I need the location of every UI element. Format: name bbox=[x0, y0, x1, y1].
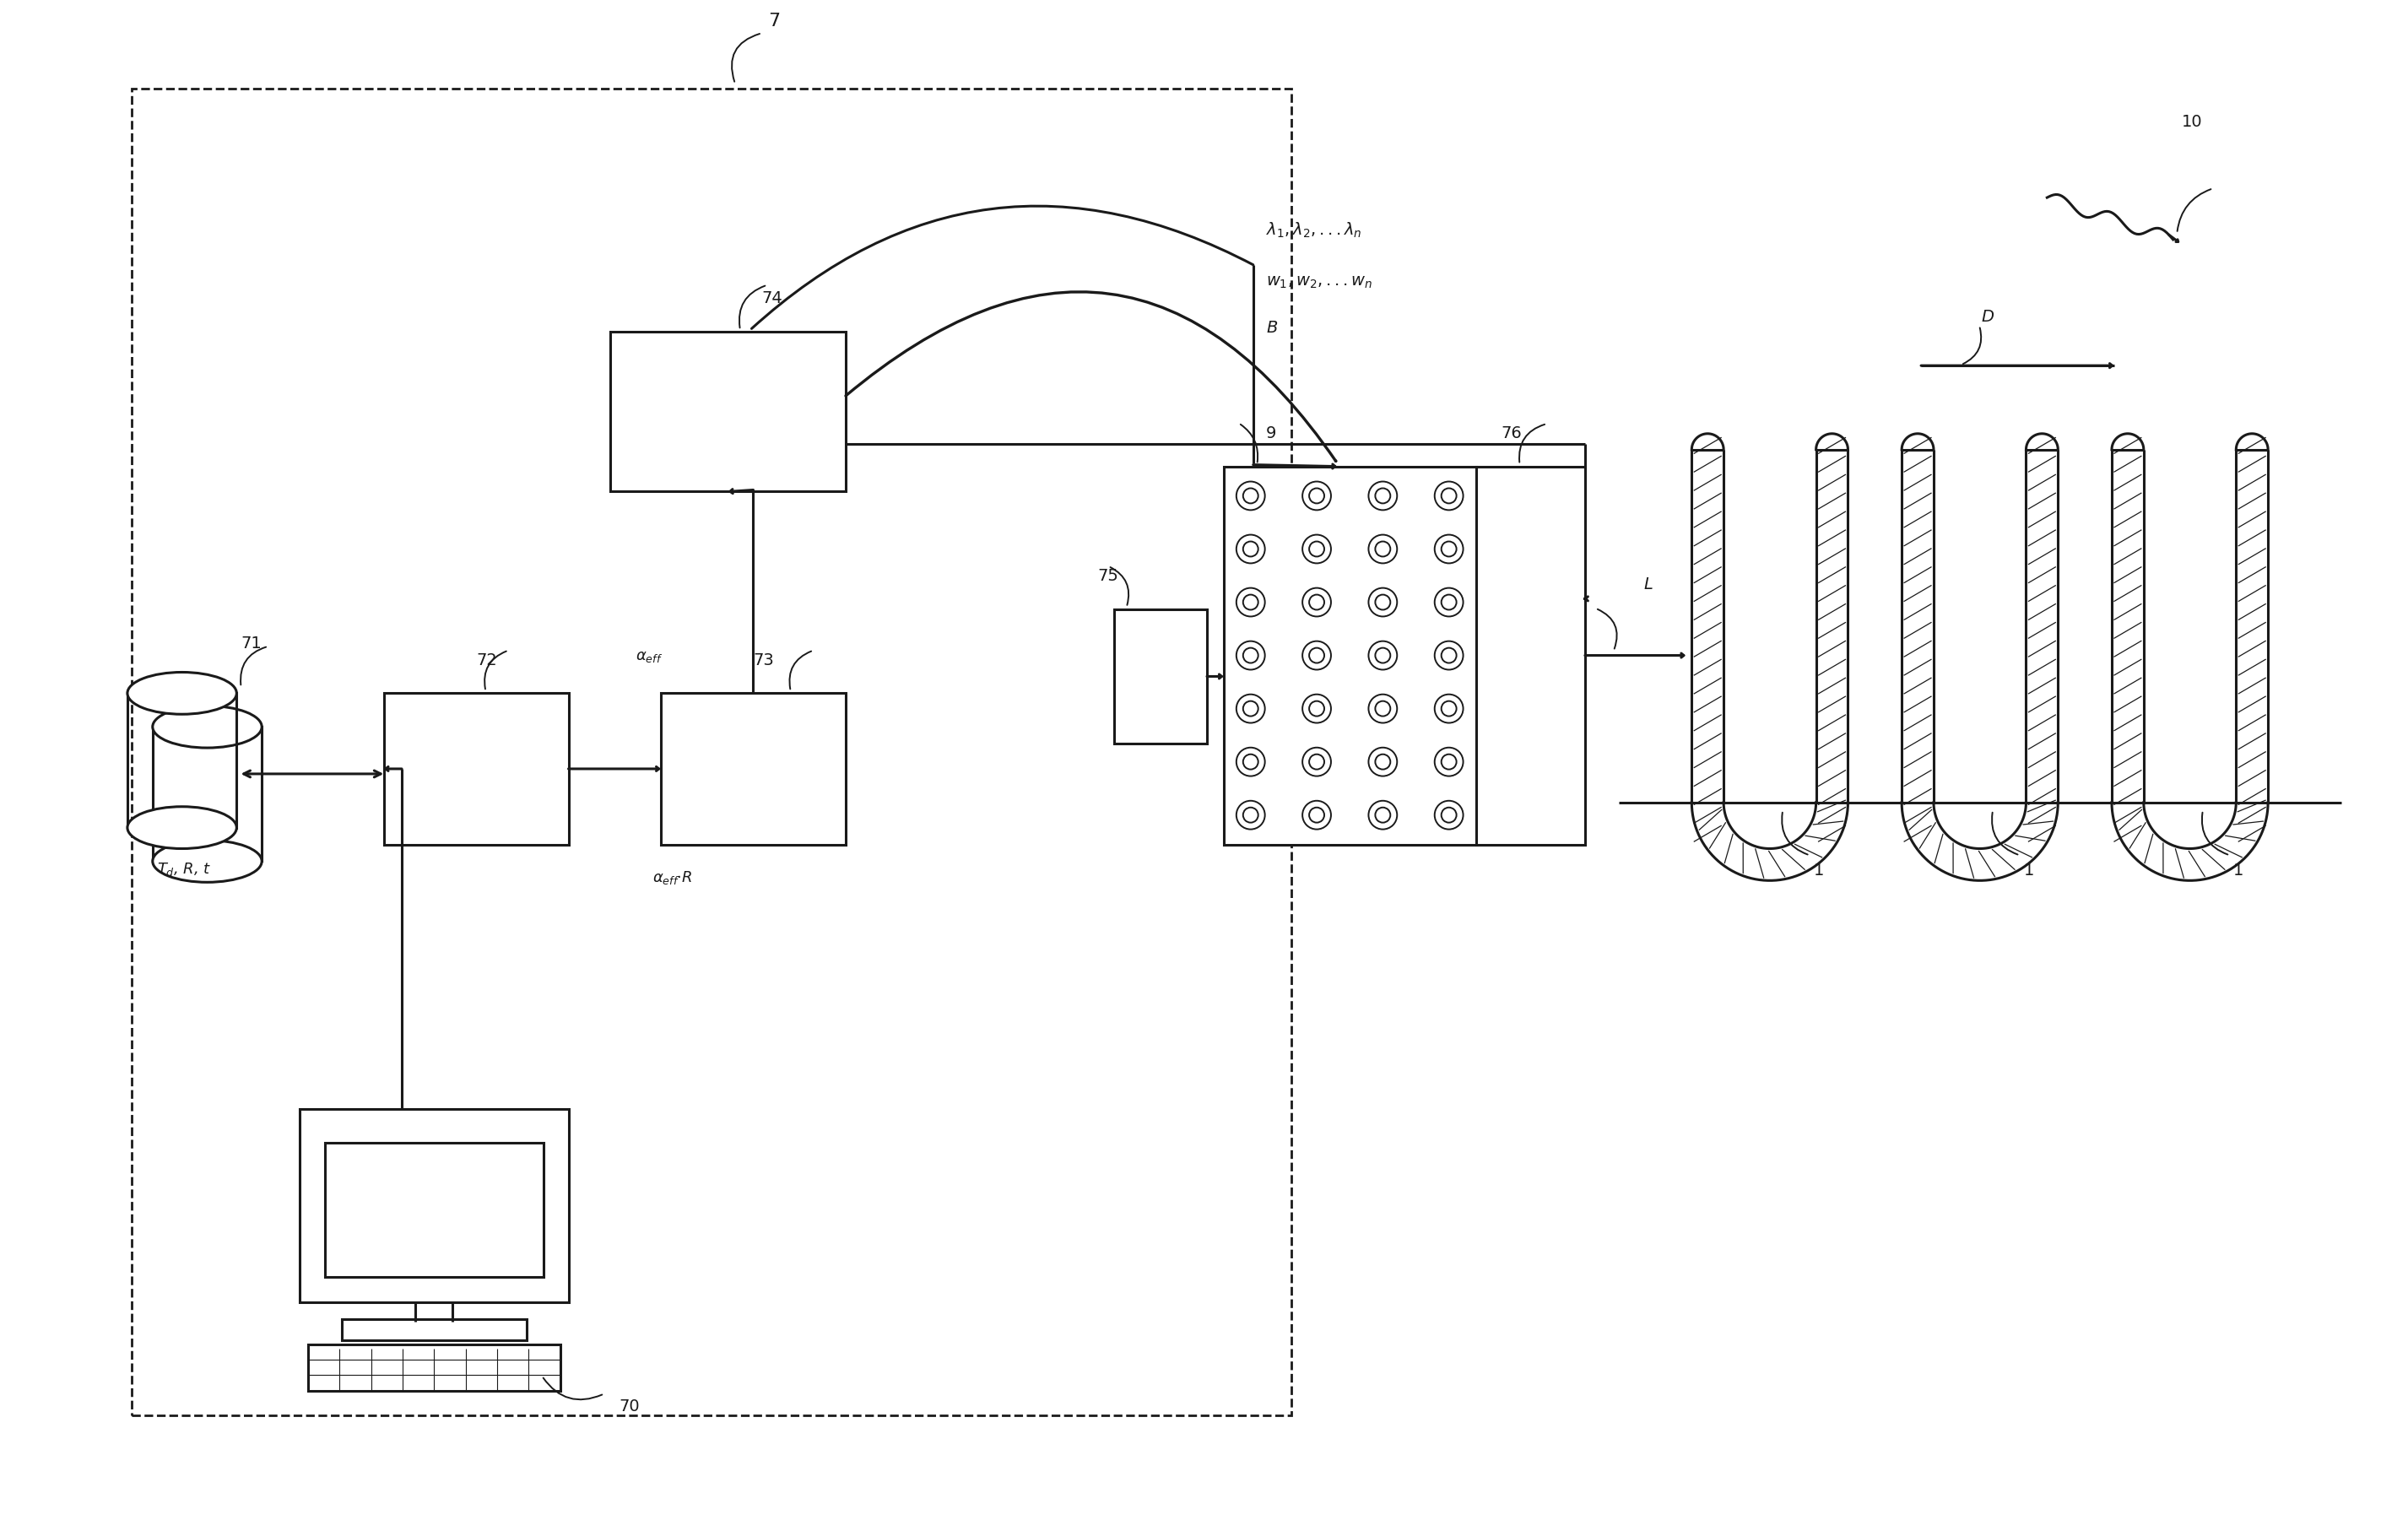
Ellipse shape bbox=[128, 807, 236, 848]
Bar bbox=[612, 331, 845, 491]
Ellipse shape bbox=[152, 705, 262, 748]
Text: $\alpha_{eff}$: $\alpha_{eff}$ bbox=[636, 649, 662, 664]
Bar bbox=[325, 1143, 544, 1277]
Text: $B$: $B$ bbox=[1267, 321, 1279, 336]
Bar bbox=[383, 693, 568, 845]
FancyArrowPatch shape bbox=[845, 292, 1336, 461]
Text: 73: 73 bbox=[754, 652, 773, 667]
Bar bbox=[1115, 610, 1206, 743]
Text: 70: 70 bbox=[619, 1398, 641, 1415]
Text: 9: 9 bbox=[1267, 426, 1276, 441]
Bar bbox=[660, 693, 845, 845]
Text: 72: 72 bbox=[477, 652, 496, 667]
Bar bbox=[1476, 467, 1584, 845]
Text: $T_d$, R, t: $T_d$, R, t bbox=[157, 862, 212, 879]
Text: $w_1, w_2,...w_n$: $w_1, w_2,...w_n$ bbox=[1267, 274, 1373, 290]
Text: $\alpha_{eff}{\cdot}R$: $\alpha_{eff}{\cdot}R$ bbox=[653, 869, 694, 886]
Bar bbox=[308, 1344, 561, 1391]
Bar bbox=[1223, 467, 1476, 845]
Text: 1: 1 bbox=[1813, 863, 1823, 879]
Text: 76: 76 bbox=[1500, 426, 1522, 441]
Text: 75: 75 bbox=[1098, 568, 1120, 584]
Ellipse shape bbox=[128, 672, 236, 714]
Text: 1: 1 bbox=[2235, 863, 2244, 879]
Text: 74: 74 bbox=[761, 290, 783, 307]
Text: L: L bbox=[1645, 576, 1652, 593]
Bar bbox=[132, 88, 1291, 1415]
Ellipse shape bbox=[152, 841, 262, 882]
Text: D: D bbox=[1982, 309, 1994, 325]
Text: 7: 7 bbox=[768, 12, 780, 29]
Text: $\lambda_1, \lambda_2,...\lambda_n$: $\lambda_1, \lambda_2,...\lambda_n$ bbox=[1267, 220, 1361, 240]
Text: 71: 71 bbox=[241, 635, 262, 651]
Text: 1: 1 bbox=[2023, 863, 2035, 879]
Bar bbox=[342, 1319, 527, 1341]
Text: 10: 10 bbox=[2182, 114, 2203, 131]
Bar bbox=[299, 1110, 568, 1303]
FancyArrowPatch shape bbox=[751, 207, 1252, 328]
